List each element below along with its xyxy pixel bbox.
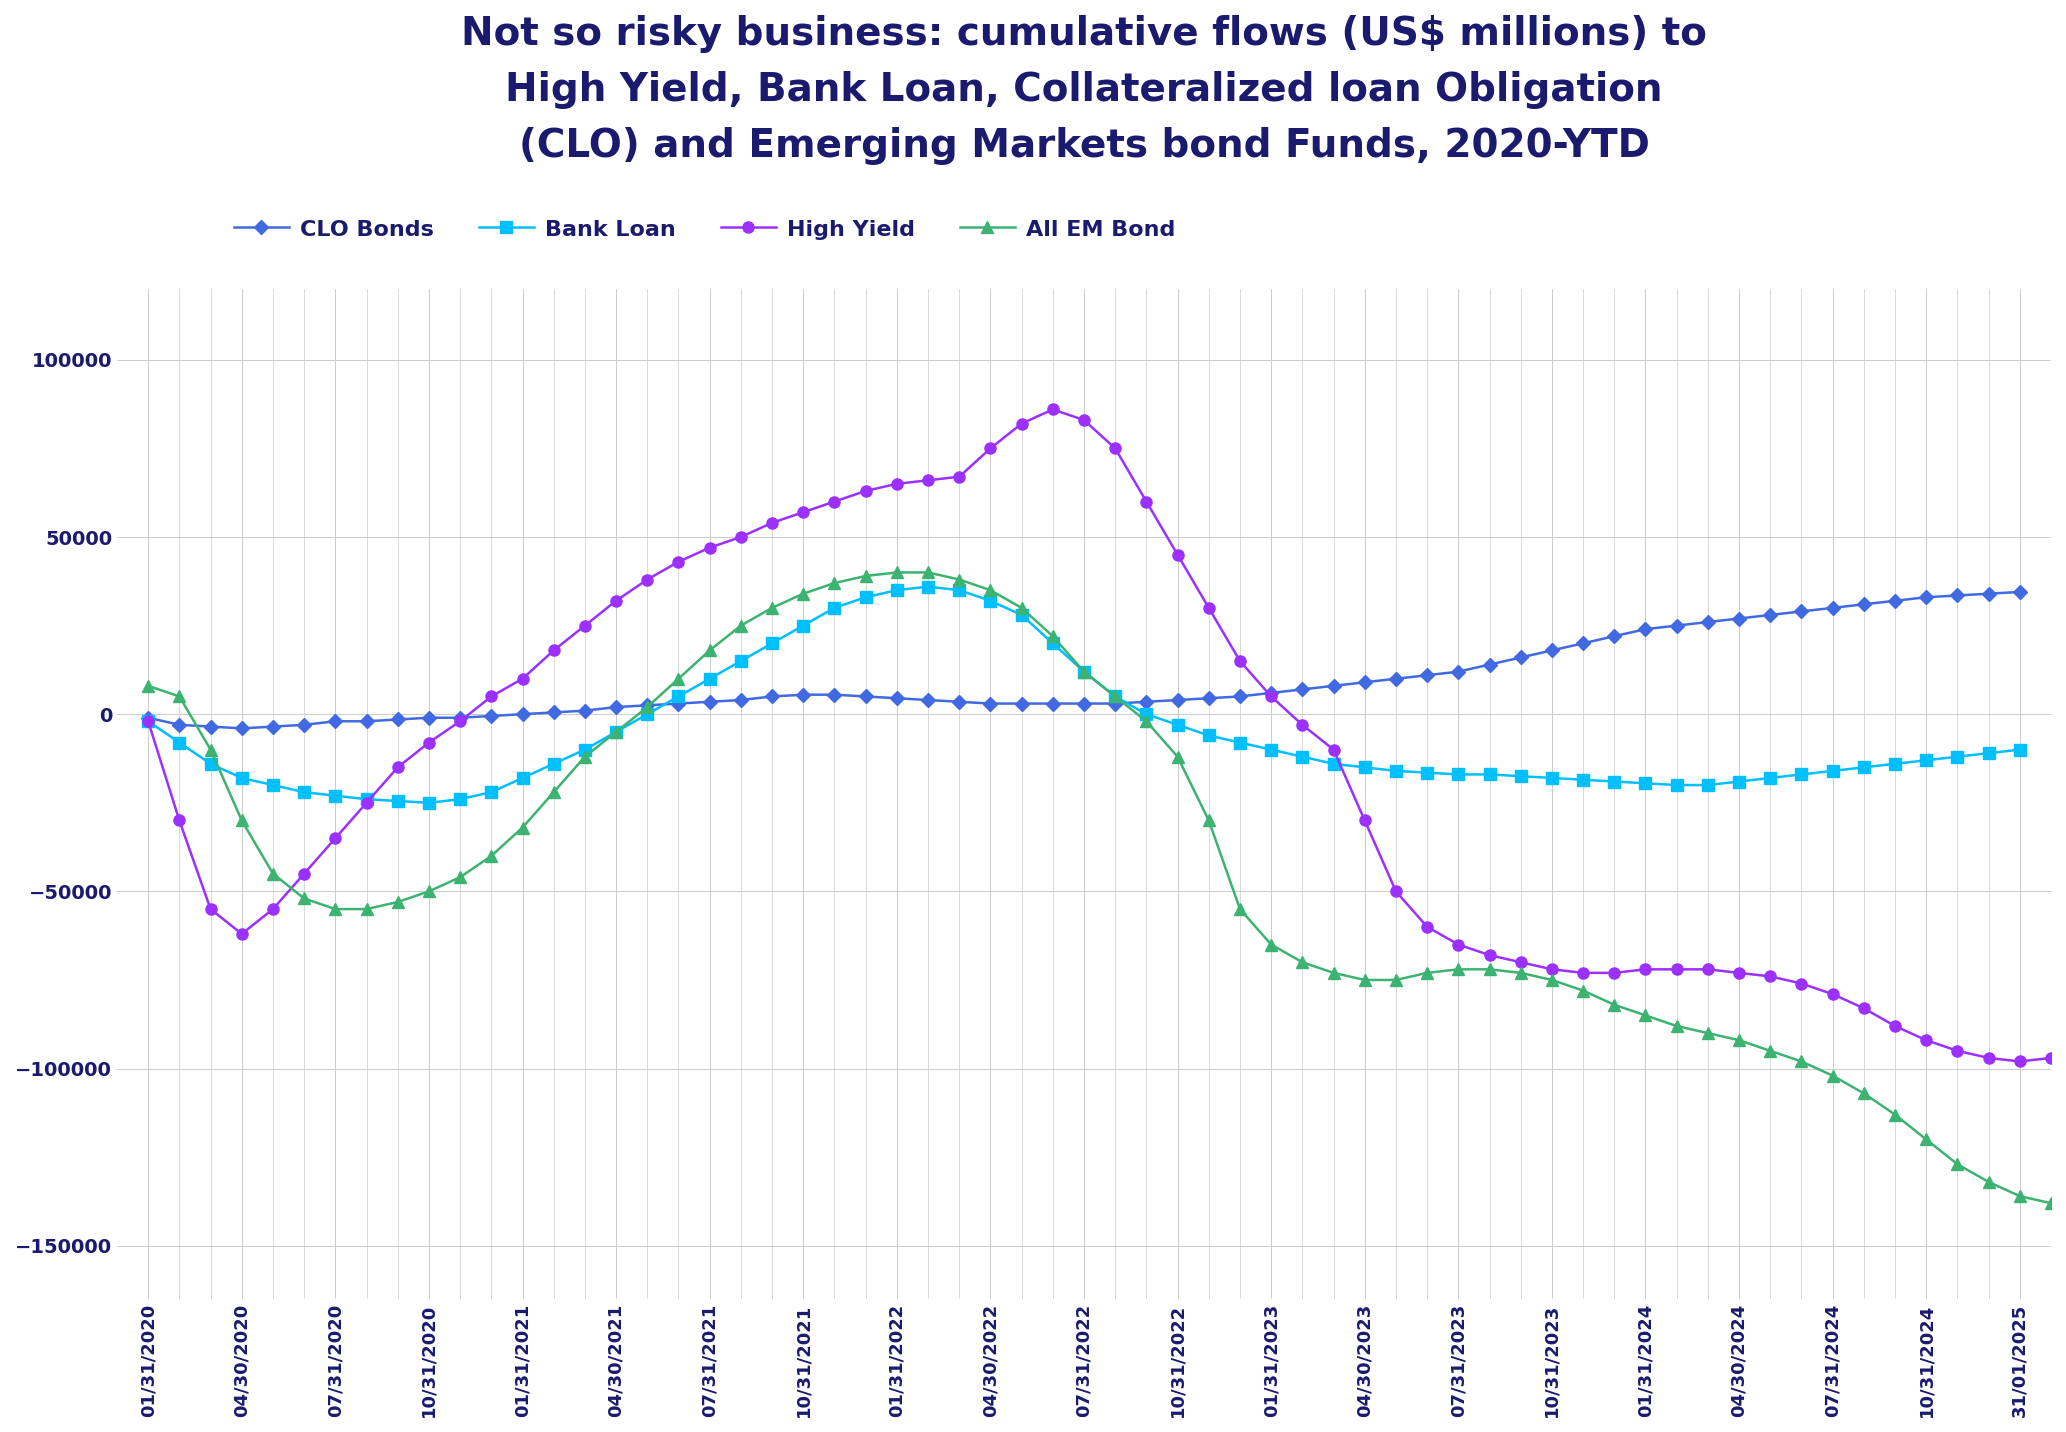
Bank Loan: [915, 579, 940, 596]
CLO Bonds: [1165, 692, 1190, 709]
High Yield: [1477, 947, 1502, 964]
Legend: CLO Bonds, Bank Loan, High Yield, All EM Bond: CLO Bonds, Bank Loan, High Yield, All EM…: [225, 209, 1184, 249]
Title: Not so risky business: cumulative flows (US$ millions) to
High Yield, Bank Loan,: Not so risky business: cumulative flows …: [461, 14, 1707, 165]
Bank Loan: [541, 755, 566, 772]
All EM Bond: [1820, 1067, 1845, 1084]
Line: High Yield: High Yield: [143, 404, 2066, 1067]
All EM Bond: [1227, 901, 1252, 918]
CLO Bonds: [603, 699, 628, 716]
Bank Loan: [1196, 727, 1221, 745]
Line: All EM Bond: All EM Bond: [143, 566, 2066, 1217]
All EM Bond: [1477, 961, 1502, 978]
High Yield: [2008, 1053, 2033, 1070]
Bank Loan: [1320, 755, 1345, 772]
CLO Bonds: [1789, 603, 1814, 620]
High Yield: [136, 713, 161, 730]
All EM Bond: [760, 599, 785, 616]
High Yield: [1227, 653, 1252, 670]
CLO Bonds: [541, 703, 566, 720]
Bank Loan: [822, 599, 847, 616]
High Yield: [1041, 401, 1066, 418]
All EM Bond: [198, 740, 223, 758]
All EM Bond: [136, 677, 161, 695]
CLO Bonds: [822, 686, 847, 703]
CLO Bonds: [2008, 583, 2033, 600]
CLO Bonds: [229, 720, 254, 737]
Bank Loan: [2008, 740, 2033, 758]
CLO Bonds: [1289, 680, 1314, 697]
CLO Bonds: [136, 709, 161, 726]
Bank Loan: [136, 713, 161, 730]
Bank Loan: [1820, 762, 1845, 779]
Line: Bank Loan: Bank Loan: [143, 581, 2025, 808]
Line: CLO Bonds: CLO Bonds: [143, 587, 2025, 733]
Bank Loan: [603, 723, 628, 740]
All EM Bond: [884, 564, 909, 581]
High Yield: [198, 901, 223, 918]
Bank Loan: [417, 795, 442, 812]
High Yield: [448, 713, 473, 730]
